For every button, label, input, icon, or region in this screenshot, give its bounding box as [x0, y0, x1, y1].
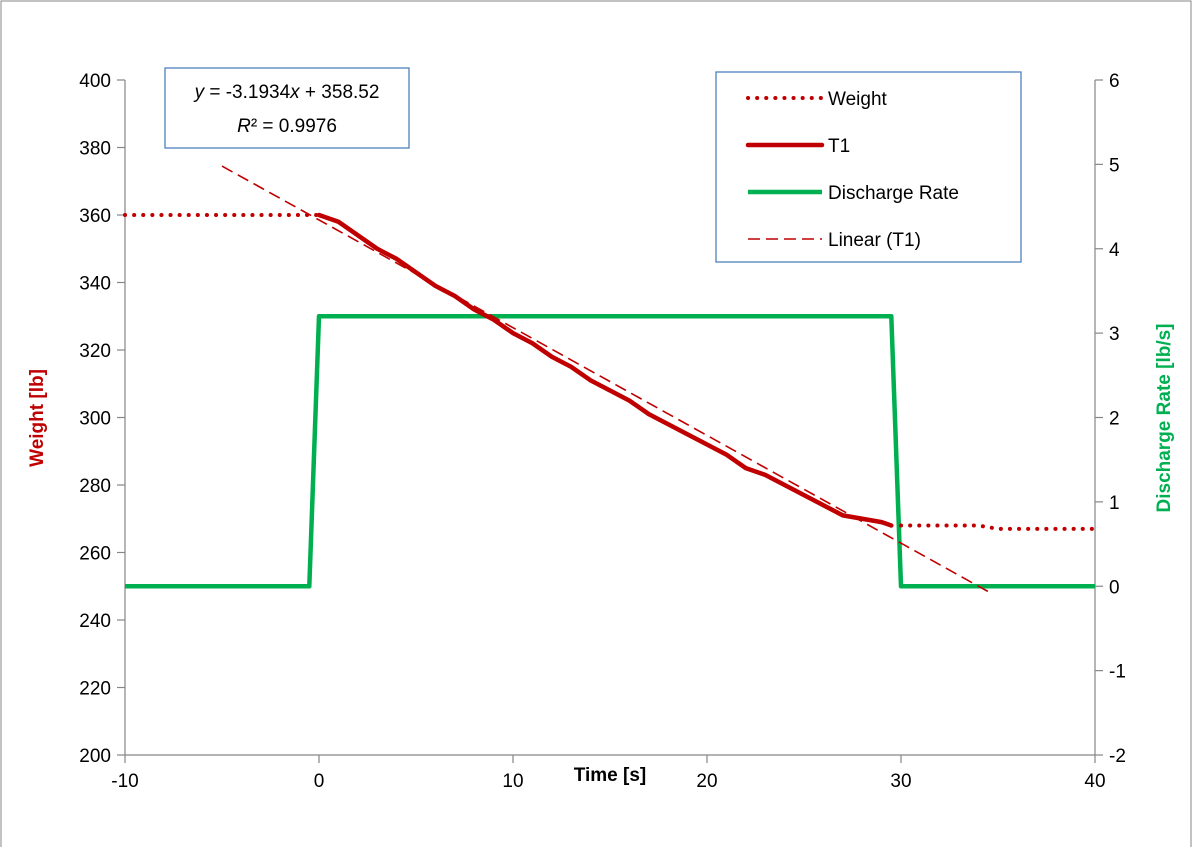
x-tick-label: 40	[1084, 771, 1105, 792]
y-tick-label: 300	[79, 409, 111, 430]
y2-tick-label: 0	[1109, 577, 1120, 598]
legend-label-linear-t1: Linear (T1)	[828, 230, 921, 251]
series-line-t1	[316, 212, 894, 528]
y-tick-label: 240	[79, 611, 111, 632]
x-tick-label: 0	[314, 771, 325, 792]
y-tick-label: 200	[79, 746, 111, 767]
y-tick-label: 320	[79, 341, 111, 362]
series-line-weight	[899, 523, 1097, 531]
trendline-equation-box: y = -3.1934x + 358.52 R² = 0.9976	[164, 67, 410, 149]
y2-tick-label: 4	[1109, 240, 1120, 261]
x-tick-label: 30	[890, 771, 911, 792]
legend-label-t1: T1	[828, 136, 850, 157]
y2-tick-label: 2	[1109, 409, 1120, 430]
trendline-equation: y = -3.1934x + 358.52	[193, 82, 380, 103]
axes: -10 0 10 20 30 402002202402602803003203403603…	[79, 71, 1126, 792]
y2-tick-label: 6	[1109, 71, 1120, 92]
trendline-r-squared: R² = 0.9976	[237, 116, 337, 137]
y-tick-label: 220	[79, 679, 111, 700]
x-axis-title: Time [s]	[574, 765, 647, 786]
x-tick-label: 10	[502, 771, 523, 792]
y-axis-title: Weight [lb]	[27, 369, 48, 467]
y-tick-label: 400	[79, 71, 111, 92]
x-tick-label: 20	[696, 771, 717, 792]
legend-label-weight: Weight	[828, 89, 888, 110]
legend: Weight T1 Discharge Rate Linear (T1)	[715, 71, 1022, 263]
y2-tick-label: 1	[1109, 493, 1120, 514]
y-tick-label: 260	[79, 544, 111, 565]
equation-box-border	[164, 67, 410, 149]
y2-axis-title: Discharge Rate [lb/s]	[1154, 324, 1175, 513]
series-line-discharge-rate	[125, 314, 1095, 589]
y2-tick-label: -2	[1109, 746, 1126, 767]
y-tick-label: 380	[79, 139, 111, 160]
y2-tick-label: 3	[1109, 324, 1120, 345]
legend-border	[715, 71, 1022, 263]
y2-tick-label: 5	[1109, 155, 1120, 176]
x-tick-label: -10	[111, 771, 138, 792]
series-layer	[123, 165, 1097, 593]
y2-tick-label: -1	[1109, 662, 1126, 683]
y-tick-label: 340	[79, 274, 111, 295]
legend-label-discharge-rate: Discharge Rate	[828, 183, 959, 204]
y-tick-label: 280	[79, 476, 111, 497]
y-tick-label: 360	[79, 206, 111, 227]
series-line-linear-t1	[221, 165, 989, 593]
